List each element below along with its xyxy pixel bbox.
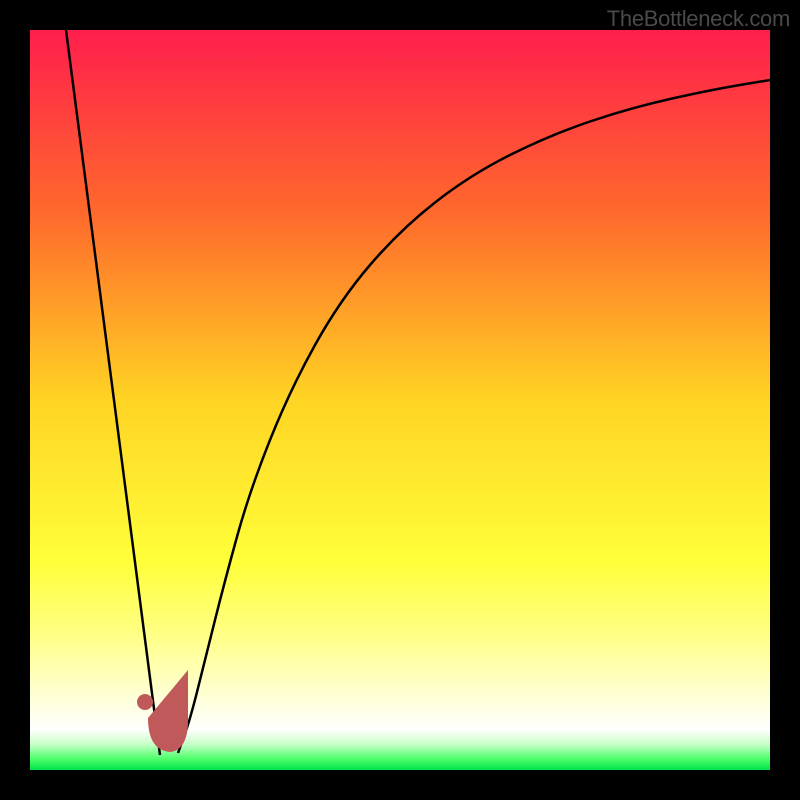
chart-svg [30, 30, 770, 770]
watermark-text: TheBottleneck.com [607, 6, 790, 32]
plot-area [30, 30, 770, 770]
chart-container: TheBottleneck.com [0, 0, 800, 800]
plot-background [30, 30, 770, 770]
j-marker-dot [137, 694, 153, 710]
